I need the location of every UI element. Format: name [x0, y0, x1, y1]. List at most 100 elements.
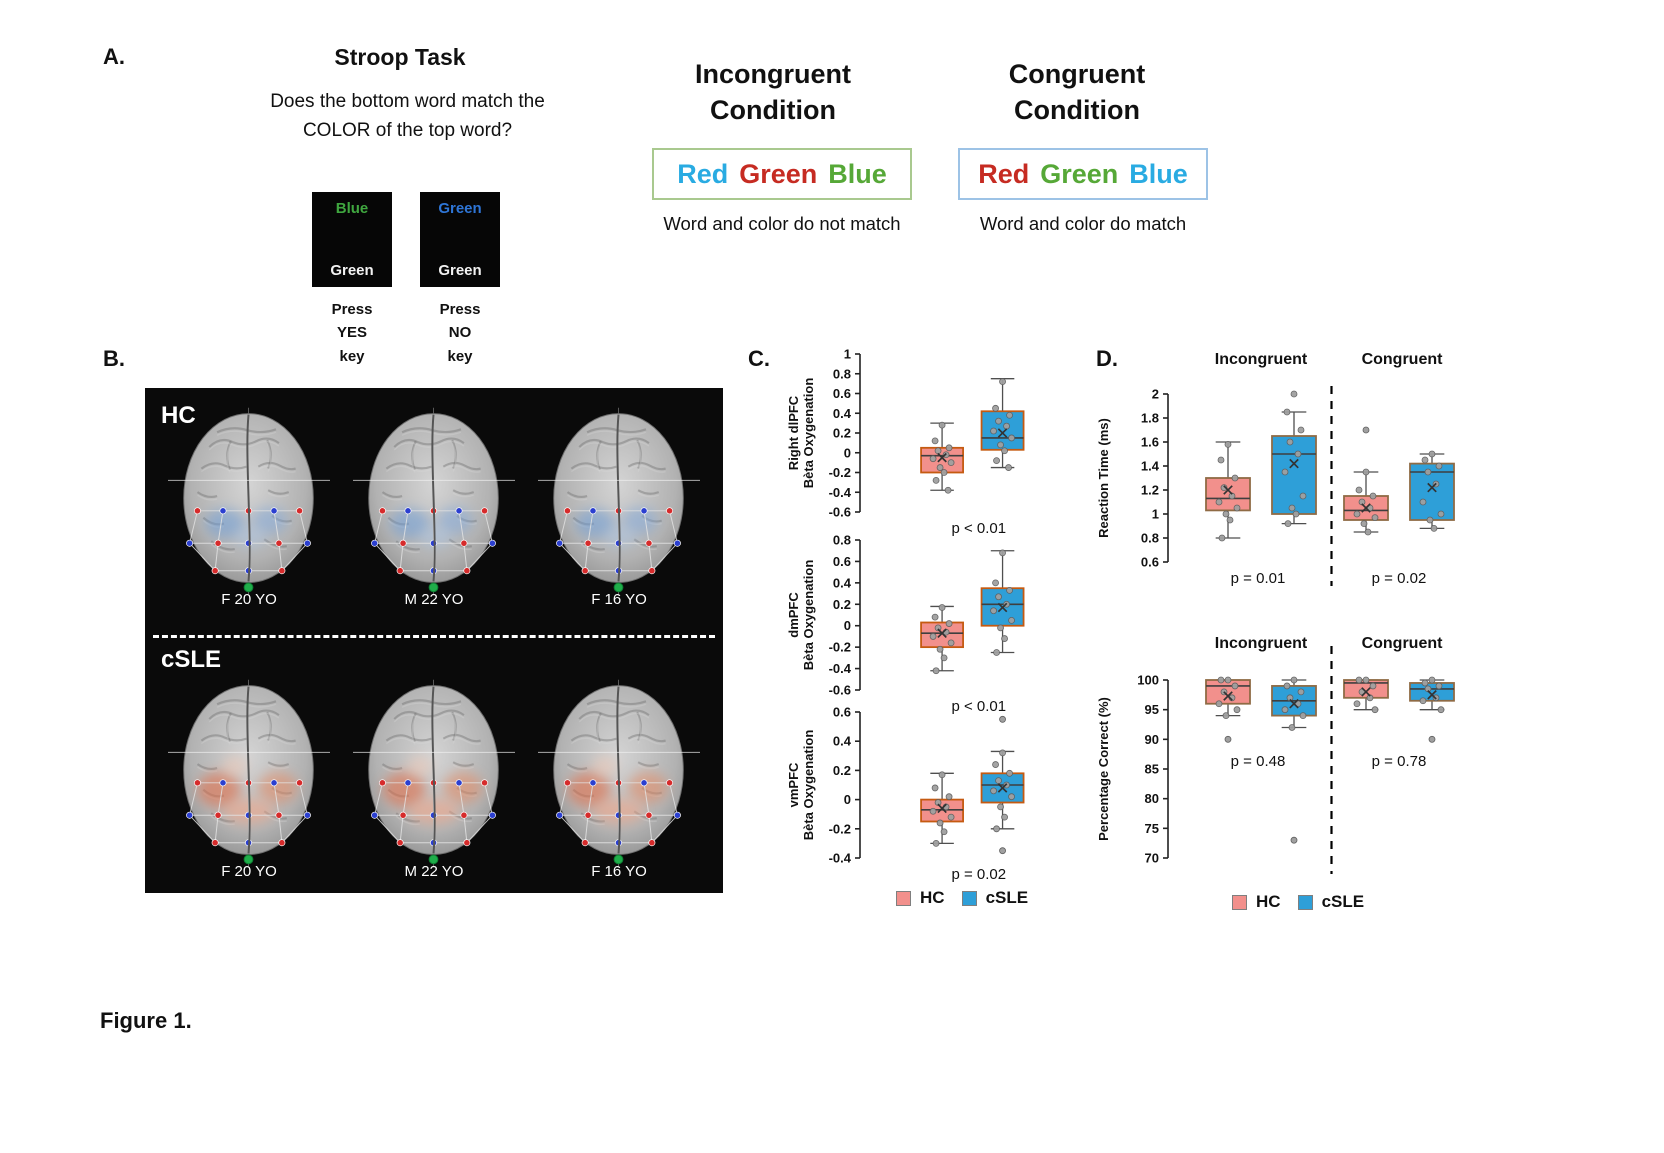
brain-image: M 22 YO [353, 678, 515, 880]
svg-text:75: 75 [1145, 821, 1159, 836]
legend-panel-c: HC cSLE [896, 888, 1028, 908]
boxplot-vmpfc: 0.6 0.4 0.2 0 -0.2 -0.4 vmPFC Bèta Oxygenation p… [778, 700, 1090, 911]
svg-text:p = 0.48: p = 0.48 [1231, 753, 1286, 770]
brain-row-cSLE: cSLE F 20 YO M 22 YO F 16 YO [145, 644, 723, 892]
svg-text:0.4: 0.4 [833, 406, 852, 421]
incongruent-condition-title: Incongruent Condition [695, 59, 851, 126]
boxplot-dmpfc: 0.8 0.6 0.4 0.2 0 -0.2 -0.4 -0.6 dmPFC Bèta Oxyge… [778, 528, 1090, 741]
stroop-word: Green [1040, 158, 1119, 189]
panel-a-label: A. [103, 44, 125, 69]
legend-csle-label: cSLE [985, 888, 1029, 907]
stroop-word: Green [739, 158, 818, 189]
incongruent-caption: Word and color do not match [663, 213, 901, 234]
panel-c-label: C. [748, 346, 770, 371]
svg-text:0.6: 0.6 [833, 554, 851, 569]
svg-text:-0.4: -0.4 [829, 661, 852, 676]
svg-text:0.2: 0.2 [833, 426, 851, 441]
incongruent-example-box: Red Green Blue [652, 148, 912, 200]
legend-hc-label: HC [920, 888, 945, 907]
stroop-word: Red [677, 158, 729, 189]
congruent-condition-title: Congruent Condition [1008, 59, 1146, 126]
subject-label: M 22 YO [404, 591, 464, 608]
panel-d-label: D. [1096, 346, 1118, 371]
svg-text:Congruent: Congruent [1362, 635, 1444, 652]
svg-text:0: 0 [844, 445, 851, 460]
svg-text:1: 1 [1152, 507, 1159, 522]
svg-text:0.6: 0.6 [833, 386, 851, 401]
svg-text:p = 0.02: p = 0.02 [951, 866, 1006, 883]
csle-swatch [961, 890, 977, 906]
svg-text:0: 0 [844, 792, 851, 807]
svg-text:100: 100 [1137, 673, 1159, 688]
hc-swatch [1232, 894, 1247, 910]
svg-text:dmPFC: dmPFC [786, 592, 801, 638]
legend-panel-d: HC cSLE [1232, 892, 1364, 912]
svg-text:Bèta Oxygenation: Bèta Oxygenation [801, 378, 816, 489]
svg-text:85: 85 [1145, 762, 1159, 777]
stroop-word: Blue [828, 158, 887, 189]
svg-text:0.4: 0.4 [833, 734, 852, 749]
subject-label: F 20 YO [221, 863, 277, 880]
svg-text:0.4: 0.4 [833, 575, 852, 590]
figure-caption-label: Figure 1. [100, 1008, 192, 1033]
subject-label: F 20 YO [221, 591, 277, 608]
svg-text:1.6: 1.6 [1141, 435, 1159, 450]
svg-text:vmPFC: vmPFC [786, 762, 801, 807]
brain-image: F 20 YO [168, 406, 330, 608]
congruent-caption: Word and color do match [979, 213, 1187, 234]
svg-text:Percentage Correct (%): Percentage Correct (%) [1096, 697, 1111, 841]
svg-text:p = 0.78: p = 0.78 [1372, 753, 1427, 770]
svg-text:Incongruent: Incongruent [1215, 351, 1308, 368]
svg-text:0.8: 0.8 [833, 533, 851, 548]
svg-text:2: 2 [1152, 387, 1159, 402]
legend-hc-label: HC [1256, 892, 1281, 911]
svg-text:p = 0.01: p = 0.01 [1231, 570, 1286, 587]
stimulus-card-yes: Blue Green [312, 192, 392, 287]
svg-text:p < 0.01: p < 0.01 [951, 698, 1006, 715]
legend-csle-label: cSLE [1321, 892, 1365, 911]
brain-image: F 16 YO [538, 678, 700, 880]
brain-row-HC: HC F 20 YO M 22 YO F 16 YO [145, 390, 723, 638]
svg-text:80: 80 [1145, 791, 1159, 806]
svg-text:1.4: 1.4 [1141, 459, 1160, 474]
svg-text:90: 90 [1145, 732, 1159, 747]
boxplot-reaction-time: 2 1.8 1.6 1.4 1.2 1 0.8 0.6 Reaction Time (ms) In… [1088, 342, 1483, 609]
press-yes-instruction: Press YES key [331, 301, 373, 365]
congruent-example-box: Red Green Blue [958, 148, 1208, 200]
svg-text:Bèta Oxygenation: Bèta Oxygenation [801, 730, 816, 841]
svg-text:0.6: 0.6 [833, 705, 851, 720]
stimulus-bottom-word: Green [438, 262, 482, 279]
subject-label: F 16 YO [591, 863, 647, 880]
svg-text:-0.4: -0.4 [829, 851, 852, 866]
stimulus-top-word: Blue [335, 200, 369, 217]
svg-text:1.2: 1.2 [1141, 483, 1159, 498]
svg-text:-0.4: -0.4 [829, 485, 852, 500]
press-no-instruction: Press NO key [439, 301, 481, 365]
svg-text:1: 1 [844, 347, 851, 362]
svg-text:Right dlPFC: Right dlPFC [786, 395, 801, 470]
brain-image: F 20 YO [168, 678, 330, 880]
svg-text:p = 0.02: p = 0.02 [1372, 570, 1427, 587]
panel-b-label: B. [103, 346, 125, 371]
svg-text:Bèta Oxygenation: Bèta Oxygenation [801, 560, 816, 671]
svg-text:95: 95 [1145, 702, 1159, 717]
svg-text:-0.6: -0.6 [829, 505, 851, 520]
svg-text:0.8: 0.8 [1141, 531, 1159, 546]
svg-text:0.2: 0.2 [833, 597, 851, 612]
brain-image: M 22 YO [353, 406, 515, 608]
svg-text:Incongruent: Incongruent [1215, 635, 1308, 652]
group-label: HC [161, 402, 196, 429]
group-label: cSLE [161, 646, 222, 673]
stimulus-bottom-word: Green [330, 262, 374, 279]
subject-label: M 22 YO [404, 863, 464, 880]
svg-text:p < 0.01: p < 0.01 [951, 520, 1006, 537]
svg-text:-0.2: -0.2 [829, 640, 851, 655]
svg-text:-0.6: -0.6 [829, 683, 851, 698]
csle-swatch [1297, 894, 1313, 910]
boxplot-percentage-correct: 100 95 90 85 80 75 70 Percentage Correct (%) Inc… [1088, 618, 1483, 915]
svg-text:70: 70 [1145, 851, 1159, 866]
stroop-word: Blue [1129, 158, 1188, 189]
svg-text:-0.2: -0.2 [829, 821, 851, 836]
stroop-task-title: Stroop Task [334, 44, 466, 70]
hc-swatch [896, 890, 911, 906]
